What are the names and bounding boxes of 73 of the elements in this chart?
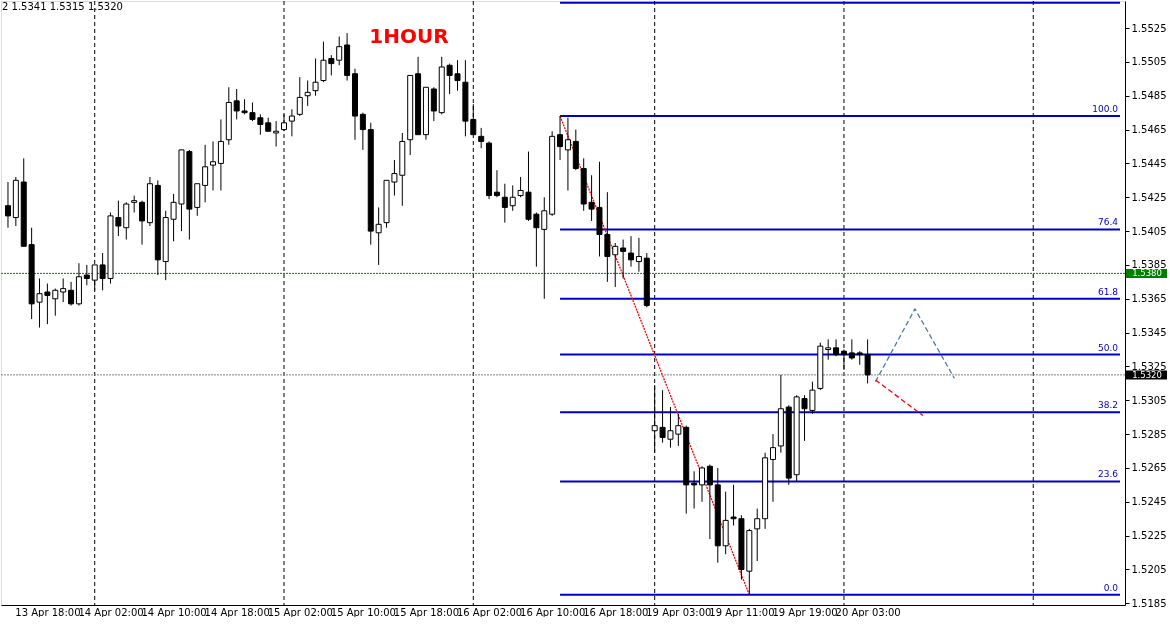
y-tick-label: 1.5385 [1131,259,1167,271]
candlestick [501,183,508,224]
candlestick [312,58,319,97]
x-tick-label: 19 Apr 11:00 [709,606,775,618]
candlestick [754,508,761,562]
y-tick-label: 1.5265 [1131,462,1167,474]
series-label: 50.0 [1097,342,1119,353]
candlestick [68,281,75,307]
y-tick-label: 1.5285 [1131,428,1167,440]
y-tick-label: 1.5505 [1131,56,1167,68]
candlestick [273,120,280,147]
x-tick-label: 19 Apr 03:00 [646,606,712,618]
candlestick [202,144,209,203]
y-tick-label: 1.5325 [1131,360,1167,372]
candlestick [217,118,224,191]
candlestick [628,235,635,268]
candlestick [833,338,840,357]
series-label: 76.4 [1097,217,1119,228]
x-tick-label: 14 Apr 02:00 [78,606,144,618]
y-tick-label: 1.5405 [1131,225,1167,237]
candlestick [139,200,146,246]
candlestick [4,181,11,229]
candlestick [304,80,311,107]
candlestick [210,140,217,191]
candlestick [840,349,847,371]
series-label: 0.0 [1103,582,1119,593]
candlestick [359,112,366,151]
candlestick [430,86,437,122]
series-label: 100.0 [1092,104,1119,115]
x-tick-label: 13 Apr 18:00 [15,606,81,618]
x-tick-label: 19 Apr 19:00 [772,606,838,618]
candlestick [509,184,516,212]
candlestick [620,239,627,279]
series-label: 23.6 [1097,469,1119,480]
candlestick [60,277,67,303]
candlestick [557,115,564,161]
y-tick-label: 1.5225 [1131,530,1167,542]
ref-line-label: 1.5380 [1132,268,1162,279]
candlestick [825,338,832,361]
x-tick-label: 16 Apr 10:00 [520,606,586,618]
x-tick-label: 14 Apr 18:00 [204,606,270,618]
y-tick-label: 1.5445 [1131,157,1167,169]
candlestick [706,464,713,540]
candlestick [635,237,642,273]
candlestick [699,465,705,503]
y-tick-label: 1.5485 [1131,90,1167,102]
candlestick [296,76,303,117]
candlestick [769,433,776,503]
x-tick-label: 14 Apr 10:00 [141,606,207,618]
y-tick-label: 1.5305 [1131,394,1167,406]
series-label: 61.8 [1097,286,1119,297]
y-tick-label: 1.5345 [1131,327,1167,339]
ref-line-label: 1.5320 [1132,369,1162,380]
text: 1HOUR [369,24,449,48]
y-tick-label: 1.5205 [1131,563,1167,575]
y-tick-label: 1.5465 [1131,124,1167,136]
y-tick-label: 1.5365 [1131,293,1167,305]
series-label: 38.2 [1097,400,1118,411]
candlestick [83,264,90,286]
x-tick-label: 20 Apr 03:00 [835,606,901,618]
y-tick-label: 1.5525 [1131,22,1167,34]
candlestick [691,470,698,510]
candlestick [478,127,485,149]
y-tick-label: 1.5425 [1131,191,1167,203]
x-tick-label: 16 Apr 18:00 [583,606,649,618]
y-tick-label: 1.5245 [1131,496,1167,508]
candlestick [564,117,571,191]
candlestick [493,169,500,198]
y-tick-label: 1.5185 [1131,597,1167,609]
candlestick [848,338,855,361]
candlestick [288,108,295,137]
candlestick [336,36,343,66]
annotation: 2 1.5341 1.5315 1.5320 [2,1,123,12]
